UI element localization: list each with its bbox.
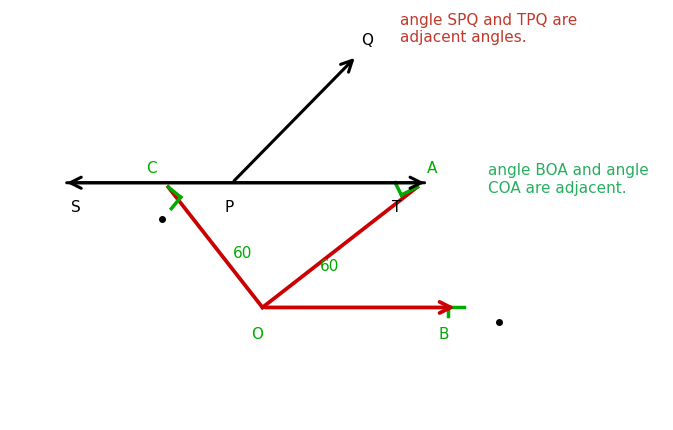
Text: angle SPQ and TPQ are
adjacent angles.: angle SPQ and TPQ are adjacent angles. bbox=[400, 13, 577, 45]
Text: C: C bbox=[146, 161, 157, 176]
Text: O: O bbox=[251, 327, 263, 342]
Text: Q: Q bbox=[361, 34, 374, 48]
Text: P: P bbox=[224, 200, 234, 215]
Text: S: S bbox=[71, 200, 81, 215]
Text: angle BOA and angle
COA are adjacent.: angle BOA and angle COA are adjacent. bbox=[488, 163, 649, 196]
Text: A: A bbox=[427, 161, 437, 176]
Text: 60: 60 bbox=[233, 246, 252, 261]
Text: B: B bbox=[439, 327, 450, 342]
Text: 60: 60 bbox=[320, 259, 339, 274]
Text: T: T bbox=[392, 200, 402, 215]
